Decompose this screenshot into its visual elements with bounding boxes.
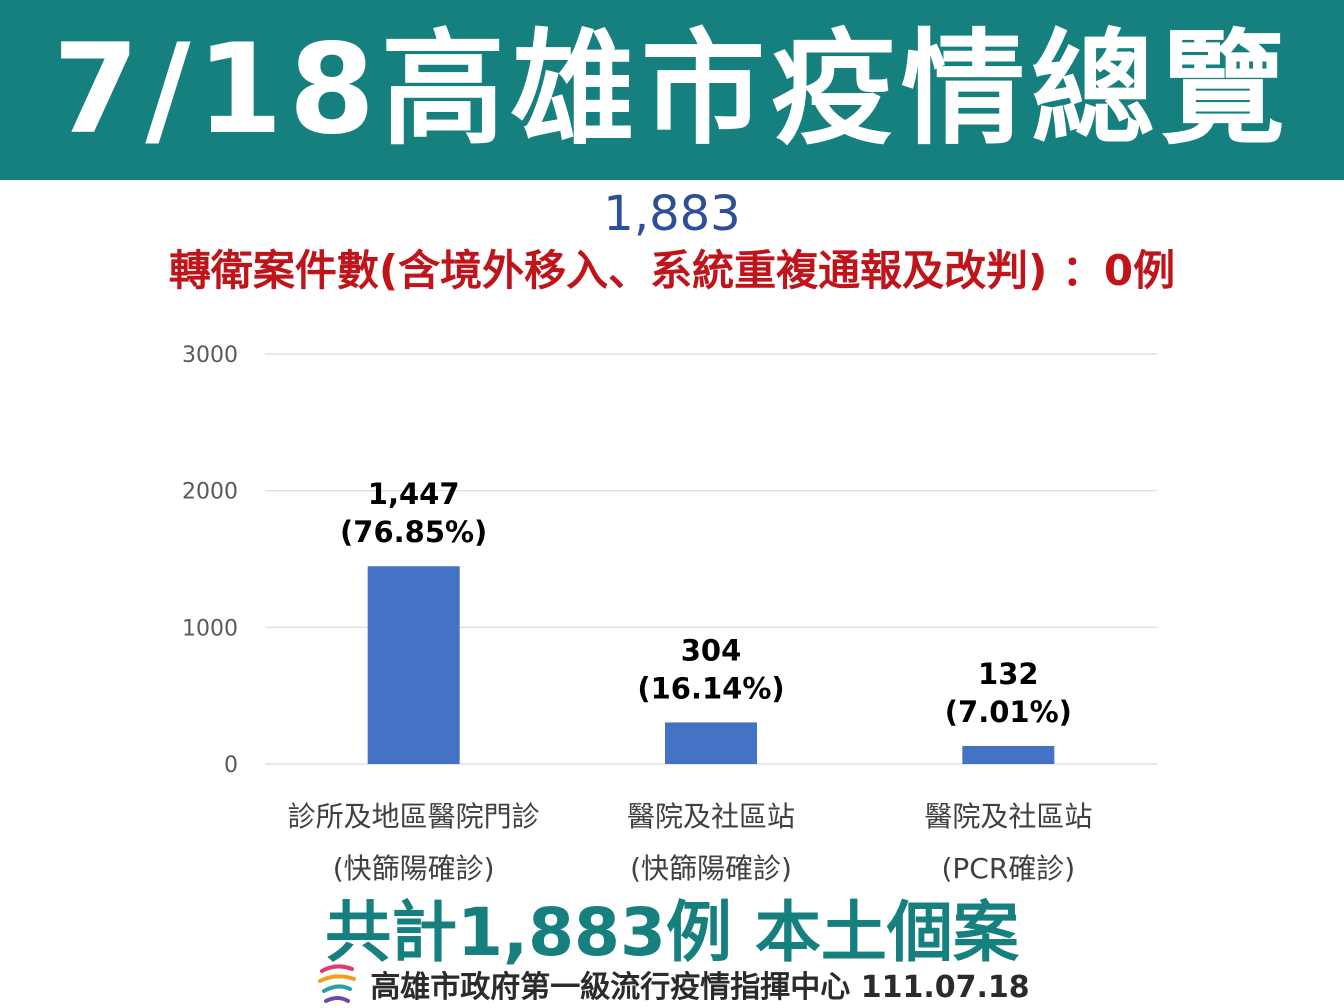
y-tick-label: 3000 <box>182 343 238 368</box>
y-axis-ticks: 0 1000 2000 3000 <box>182 343 238 778</box>
bar-value-label: 132 <box>978 657 1039 691</box>
y-tick-label: 2000 <box>182 480 238 505</box>
footer-text: 高雄市政府第一級流行疫情指揮中心 111.07.18 <box>370 970 1030 1005</box>
page-title: 7/18高雄市疫情總覽 <box>52 18 1292 162</box>
category-label: 醫院及社區站 <box>627 800 795 833</box>
bar-percent-label: (7.01%) <box>945 695 1072 729</box>
bar-chart: 0 1000 2000 3000 1,447 (76.85%) 304 (16.14%) 13… <box>182 343 1157 885</box>
bars <box>367 566 1055 764</box>
bar-percent-label: (16.14%) <box>637 671 784 705</box>
y-tick-label: 0 <box>224 753 238 778</box>
category-label: (快篩陽確診) <box>630 852 792 885</box>
data-labels: 1,447 (76.85%) 304 (16.14%) 132 (7.01%) <box>340 477 1072 729</box>
category-label: (PCR確診) <box>941 852 1075 885</box>
bar-value-label: 1,447 <box>368 477 460 511</box>
footer: 高雄市政府第一級流行疫情指揮中心 111.07.18 <box>0 960 1344 1008</box>
bar <box>962 745 1055 764</box>
category-label: (快篩陽確診) <box>333 852 495 885</box>
category-label: 醫院及社區站 <box>924 800 1092 833</box>
transfer-cases-note: 轉衛案件數(含境外移入、系統重複通報及改判) ：0例 <box>168 246 1176 295</box>
bar <box>367 566 460 764</box>
total-count: 1,883 <box>603 186 741 242</box>
kaohsiung-logo-icon <box>318 964 357 1003</box>
category-labels: 診所及地區醫院門診 (快篩陽確診) 醫院及社區站 (快篩陽確診) 醫院及社區站 (PCR確… <box>288 800 1093 885</box>
bar-percent-label: (76.85%) <box>340 515 487 549</box>
y-tick-label: 1000 <box>182 616 238 641</box>
summary-total: 共計1,883例 本土個案 <box>325 894 1019 971</box>
bar <box>665 722 757 764</box>
header-banner: 7/18高雄市疫情總覽 <box>0 0 1344 180</box>
bar-value-label: 304 <box>681 633 742 667</box>
category-label: 診所及地區醫院門診 <box>288 800 540 833</box>
